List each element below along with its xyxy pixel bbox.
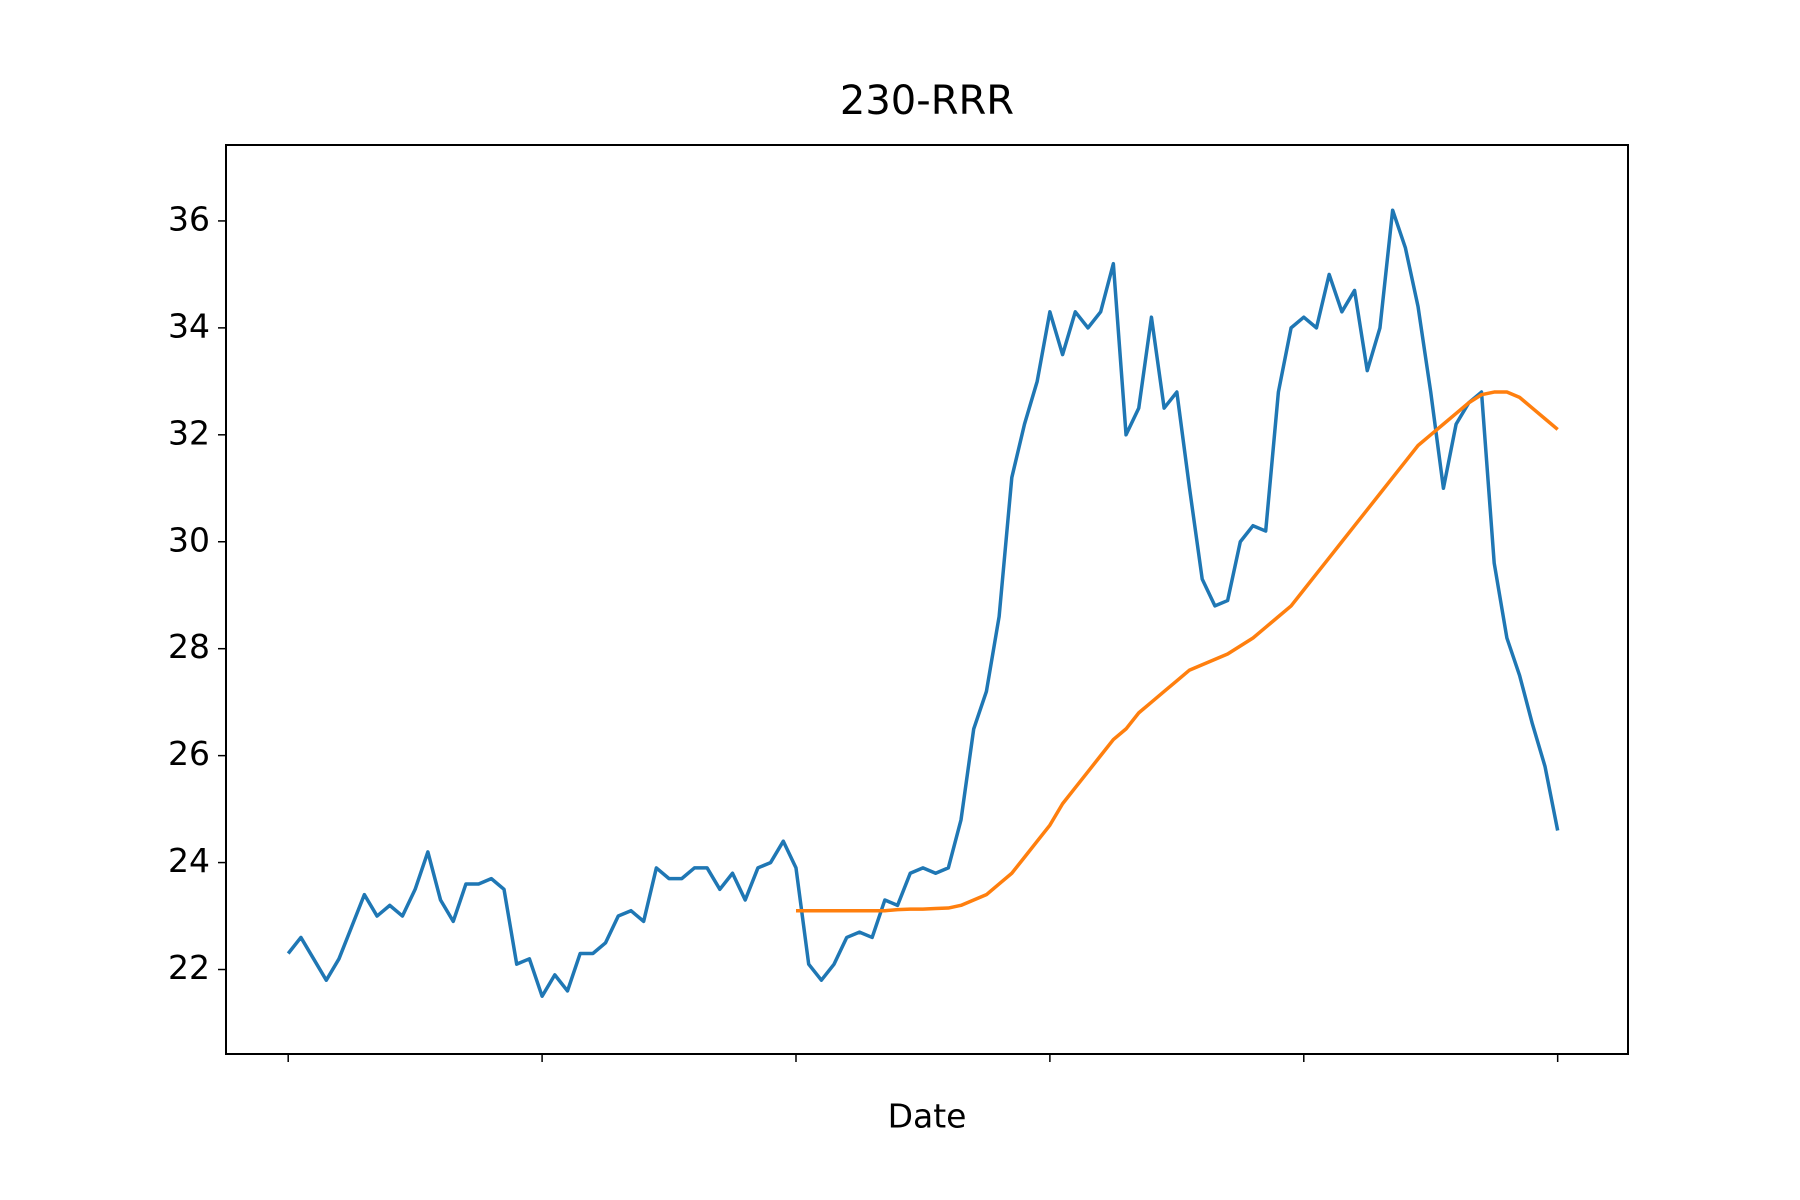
y-tick-label: 22: [168, 948, 210, 987]
x-axis-label: Date: [888, 1097, 967, 1136]
y-tick-label: 26: [168, 734, 210, 773]
series-line: [795, 390, 1559, 913]
y-tick-label: 28: [168, 627, 210, 666]
y-tick-label: 36: [168, 199, 210, 238]
y-tick-label: 24: [168, 841, 210, 880]
y-tick-label: 34: [168, 306, 210, 345]
series-line: [286, 208, 1560, 998]
plot-frame: [225, 144, 1629, 1055]
y-tick-label: 30: [168, 520, 210, 559]
chart-title: 230-RRR: [840, 78, 1014, 124]
y-tick-label: 32: [168, 413, 210, 452]
